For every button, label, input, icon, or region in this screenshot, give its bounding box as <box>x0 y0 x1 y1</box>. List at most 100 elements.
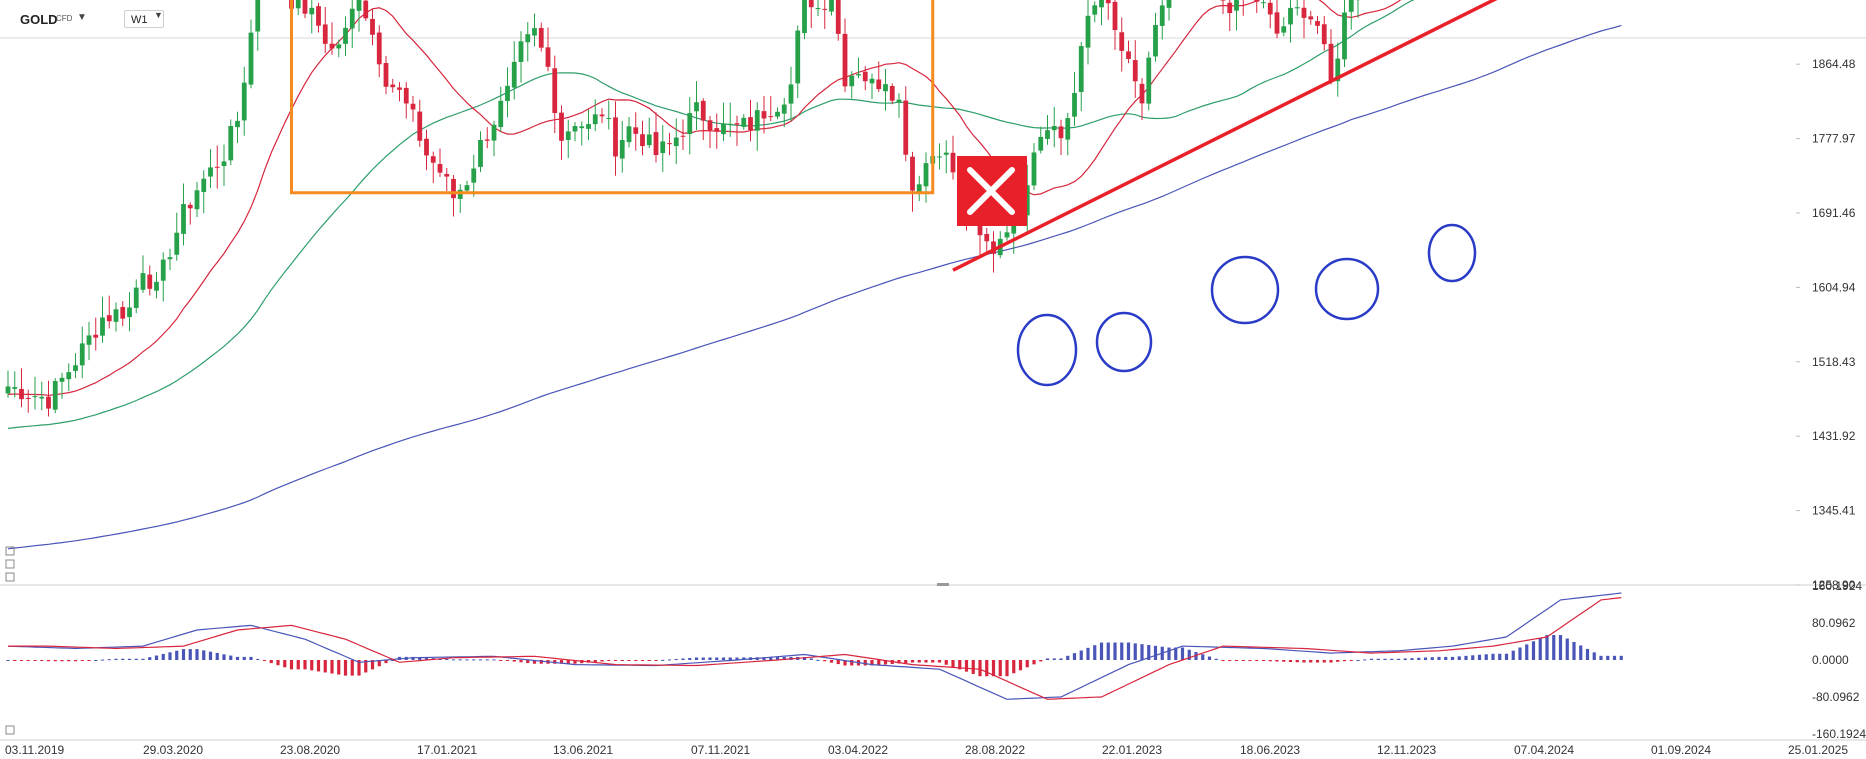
macd-histogram-bar <box>694 657 699 660</box>
candle <box>113 302 119 332</box>
timeframe-dropdown-icon[interactable]: ▼ <box>154 10 163 20</box>
candle-body <box>1085 15 1091 48</box>
macd-histogram-bar <box>357 660 361 676</box>
candle <box>32 376 38 410</box>
macd-histogram-bar <box>73 660 78 662</box>
candle <box>1058 119 1064 156</box>
time-axis-tick: 13.06.2021 <box>553 743 613 757</box>
macd-histogram-bar <box>910 660 915 663</box>
candles <box>5 0 1361 417</box>
candle <box>430 151 436 184</box>
candle <box>916 175 922 202</box>
candle-body <box>1112 1 1118 31</box>
candle-body <box>1335 58 1341 82</box>
macd-histogram-bar <box>715 657 719 660</box>
candle <box>1281 17 1287 37</box>
candle <box>1072 71 1077 126</box>
candle <box>1119 17 1125 72</box>
candle-body <box>916 184 922 192</box>
candle-body <box>1139 83 1145 104</box>
time-axis-tick: 01.09.2024 <box>1651 743 1711 757</box>
candle-body <box>511 61 517 88</box>
candle-body <box>1261 2 1266 4</box>
candle-body <box>383 62 389 87</box>
symbol-dropdown-icon[interactable]: ▼ <box>77 12 87 23</box>
candle-body <box>1227 2 1233 14</box>
candle-body <box>592 114 598 125</box>
candle-body <box>208 167 213 177</box>
candle-body <box>910 156 915 191</box>
macd-histogram-bar <box>229 655 233 660</box>
candle <box>1355 0 1361 19</box>
candle-body <box>120 307 126 319</box>
macd-histogram-bar <box>985 660 989 677</box>
candle-body <box>1105 0 1111 4</box>
candle-body <box>640 134 645 147</box>
candle <box>1227 0 1233 32</box>
candle <box>1065 112 1071 156</box>
candle-body <box>100 317 105 336</box>
candle-body <box>653 132 659 156</box>
macd-histogram-bar <box>1187 649 1191 660</box>
candle-body <box>133 287 139 308</box>
macd-histogram-bar <box>1410 658 1414 660</box>
candle-body <box>1281 26 1287 33</box>
timeframe-select[interactable]: W1 <box>124 10 164 28</box>
candle-body <box>619 139 625 159</box>
macd-histogram-bar <box>762 657 766 660</box>
candle-body <box>923 163 929 187</box>
candle-body <box>457 189 463 199</box>
candle <box>984 227 990 255</box>
macd-histogram-bar <box>1207 656 1212 660</box>
macd-histogram-bar <box>870 660 874 666</box>
candle <box>694 81 699 130</box>
macd-histogram-bar <box>991 660 996 677</box>
candle <box>714 113 720 149</box>
candle <box>1045 115 1050 145</box>
macd-axis-tick: -80.0962 <box>1812 690 1860 704</box>
candle-body <box>1153 25 1158 57</box>
macd-histogram-bar <box>1032 660 1036 665</box>
macd-histogram-bar <box>1491 653 1495 660</box>
macd-histogram-bar <box>553 660 557 664</box>
legend-settings-icon <box>5 559 15 569</box>
candle <box>687 97 693 155</box>
macd-histogram-bar <box>897 660 901 664</box>
macd-histogram-bar <box>1498 653 1502 660</box>
candle <box>532 13 537 47</box>
macd-histogram-bar <box>1228 660 1232 662</box>
candle-body <box>59 377 65 382</box>
candle-body <box>32 396 38 398</box>
macd-histogram-bar <box>330 660 334 674</box>
macd-histogram-bar <box>33 660 37 661</box>
candle <box>1078 41 1084 112</box>
candle <box>1335 42 1341 97</box>
candle-body <box>194 190 200 210</box>
macd-histogram-bar <box>343 660 348 676</box>
candle-body <box>349 8 355 29</box>
pane-resize-handle <box>937 583 949 586</box>
macd-histogram-bar <box>1275 660 1279 662</box>
macd-histogram-bar <box>80 660 84 661</box>
candle <box>100 296 105 343</box>
chart-toolbar: GOLD CFD ▼ W1 ▼ <box>0 0 1866 38</box>
symbol-label[interactable]: GOLD <box>20 12 58 27</box>
macd-histogram-bar <box>505 660 510 661</box>
candle <box>498 86 504 132</box>
macd-histogram-bar <box>1261 660 1266 662</box>
sma20-line <box>7 0 1402 396</box>
macd-histogram-bar <box>1471 655 1475 660</box>
macd-histogram-bar <box>937 660 942 663</box>
macd-histogram-bar <box>384 660 388 664</box>
candle <box>167 248 173 271</box>
candle-body <box>1072 92 1077 117</box>
candle <box>545 27 551 72</box>
candle-body <box>424 138 429 156</box>
candle <box>741 114 747 130</box>
candle <box>1308 10 1314 25</box>
macd-histogram-bar <box>181 649 186 660</box>
macd-histogram-bar <box>94 660 98 661</box>
macd-histogram-bar <box>296 660 300 670</box>
macd-histogram-bar <box>1376 658 1380 660</box>
